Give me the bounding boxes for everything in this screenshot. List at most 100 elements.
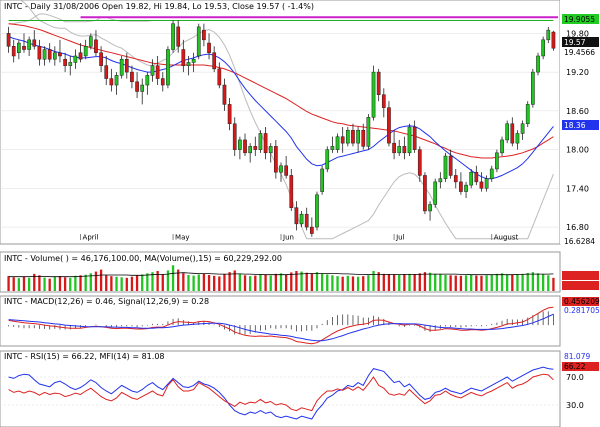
candlestick-series xyxy=(6,20,556,237)
candle-body xyxy=(155,65,160,79)
candle-body xyxy=(150,65,155,76)
candle-body xyxy=(68,62,73,66)
candle-body xyxy=(222,84,227,105)
candle-body xyxy=(248,146,253,154)
candle-body xyxy=(279,165,283,173)
rsi-line xyxy=(8,373,554,412)
ma-extra-tag: 19.4566 xyxy=(564,48,595,57)
candle-body xyxy=(469,171,474,186)
candle-body xyxy=(124,58,129,73)
candle-body xyxy=(227,104,232,125)
candle-body xyxy=(186,62,191,66)
mfi-tag-bg xyxy=(562,352,599,361)
month-axis-labels: April May Jun Jul August xyxy=(80,234,518,242)
candle-body xyxy=(263,133,268,154)
candle-body xyxy=(351,129,355,144)
price-tick-label: 16.80 xyxy=(566,223,589,232)
candle-body xyxy=(294,207,299,225)
candle-body xyxy=(135,81,139,92)
candle-body xyxy=(438,178,443,183)
candle-body xyxy=(479,181,484,189)
rsi-tick-label: 70.0 xyxy=(566,373,584,382)
price-gridlines xyxy=(0,33,560,228)
candle-body xyxy=(52,52,57,60)
candle-body xyxy=(541,39,545,57)
rsi-tick-label: 30.0 xyxy=(566,401,584,410)
volume-panel: INTC - Volume( ) = 46,176,100.00, MA(Vol… xyxy=(0,251,599,293)
volume-tag-bg xyxy=(562,271,599,280)
candle-body xyxy=(22,46,26,50)
candle-body xyxy=(551,31,556,49)
candle-body xyxy=(397,146,402,154)
candle-body xyxy=(525,104,530,125)
rsi-panel: INTC - RSI(15) = 66.22, MFI(14) = 81.08 … xyxy=(0,350,599,427)
candle-body xyxy=(356,129,360,144)
rsi-gridlines xyxy=(0,376,560,406)
price-tick-label: 18.60 xyxy=(566,107,589,116)
price-tick-label: 17.40 xyxy=(566,184,589,193)
price-indicator-lines xyxy=(8,0,558,240)
candle-body xyxy=(207,42,211,53)
candle-body xyxy=(335,136,340,150)
candle-body xyxy=(253,146,258,150)
candle-body xyxy=(274,146,278,173)
candle-body xyxy=(47,49,52,60)
upper-band-tag: 19.9055 xyxy=(564,15,595,24)
volume-value-tags xyxy=(562,271,599,290)
candle-body xyxy=(243,139,247,154)
candle-body xyxy=(387,107,391,144)
price-tick-label: 18.00 xyxy=(566,146,589,155)
candle-body xyxy=(109,78,114,86)
rsi-tag: 66.22 xyxy=(564,362,586,371)
candle-body xyxy=(268,146,273,154)
upper-band-tag-bg xyxy=(562,14,599,24)
candle-body xyxy=(11,46,16,57)
candle-body xyxy=(443,155,448,179)
candle-body xyxy=(176,26,181,47)
candle-body xyxy=(464,184,468,192)
candle-body xyxy=(505,123,510,141)
month-label: Jul xyxy=(395,234,405,242)
mfi-tag: 81.079 xyxy=(564,352,590,361)
candle-body xyxy=(495,152,499,170)
candle-body xyxy=(145,75,150,86)
candle-body xyxy=(217,68,222,86)
candle-body xyxy=(489,168,494,179)
macd-signal-tag-bg xyxy=(562,306,599,315)
rsi-mfi-line-series xyxy=(8,366,554,420)
candle-body xyxy=(448,155,453,176)
candle-body xyxy=(340,136,345,144)
candle-body xyxy=(130,71,134,83)
price-tick-label: 19.20 xyxy=(566,68,589,77)
macd-histogram-series xyxy=(8,311,554,335)
price-panel-frame xyxy=(0,0,561,245)
candle-body xyxy=(212,52,217,70)
candle-body xyxy=(160,78,165,86)
ma-short-tag: 18.36 xyxy=(564,121,586,130)
candle-body xyxy=(423,175,427,212)
price-panel: INTC - Daily 31/08/2006 Open 19.82, Hi 1… xyxy=(0,0,600,246)
candle-body xyxy=(433,181,438,205)
candle-body xyxy=(99,52,103,66)
candle-body xyxy=(37,46,42,60)
lower-band-tag-bg xyxy=(562,236,599,246)
candle-body xyxy=(428,204,432,212)
candle-body xyxy=(366,117,371,147)
candle-body xyxy=(546,29,551,41)
candle-body xyxy=(315,194,319,228)
volume-panel-header: INTC - Volume( ) = 46,176,100.00, MA(Vol… xyxy=(4,254,282,263)
candle-body xyxy=(474,171,479,183)
macd-line-series xyxy=(8,306,554,345)
candle-body xyxy=(284,165,288,176)
candle-body xyxy=(78,52,83,60)
macd-tag: 0.456209 xyxy=(564,297,600,306)
candle-body xyxy=(27,39,31,50)
candle-body xyxy=(6,33,11,47)
candle-body xyxy=(325,149,330,170)
close-price-tag-bg xyxy=(562,37,599,47)
candle-body xyxy=(42,49,47,60)
macd-panel-header: INTC - MACD(12,26) = 0.46, Signal(12,26,… xyxy=(4,297,209,306)
